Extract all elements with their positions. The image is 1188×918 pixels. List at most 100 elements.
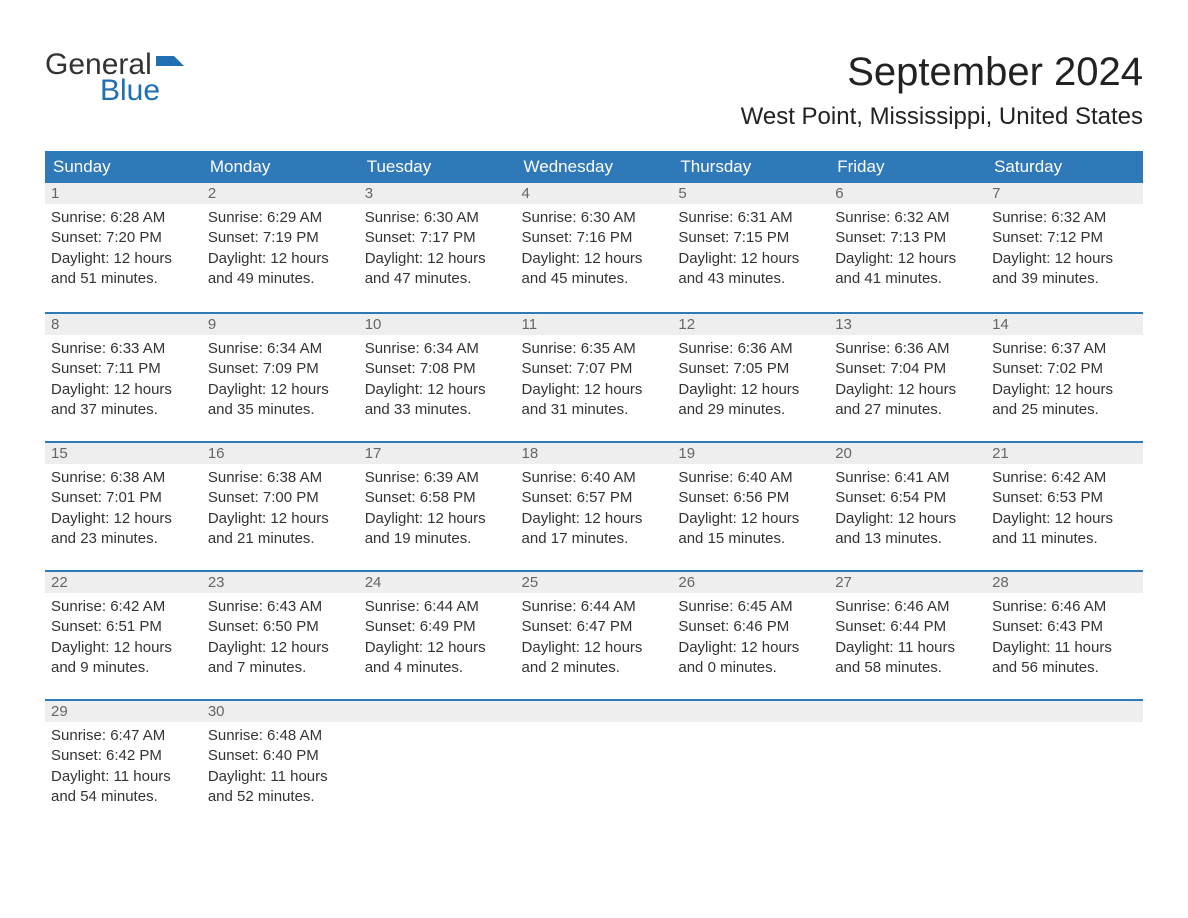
calendar-cell: 11Sunrise: 6:35 AMSunset: 7:07 PMDayligh… — [516, 312, 673, 441]
day-number: 23 — [202, 570, 359, 593]
sunrise-line: Sunrise: 6:37 AM — [992, 339, 1137, 359]
daylight-line-2: and 51 minutes. — [51, 269, 196, 289]
day-number: 8 — [45, 312, 202, 335]
sunset-line: Sunset: 6:40 PM — [208, 746, 353, 766]
sunset-line: Sunset: 7:05 PM — [678, 359, 823, 379]
day-details: Sunrise: 6:36 AMSunset: 7:05 PMDaylight:… — [672, 335, 829, 428]
sunrise-line: Sunrise: 6:30 AM — [522, 208, 667, 228]
daylight-line-1: Daylight: 12 hours — [208, 249, 353, 269]
day-details: Sunrise: 6:46 AMSunset: 6:44 PMDaylight:… — [829, 593, 986, 686]
calendar-cell: 22Sunrise: 6:42 AMSunset: 6:51 PMDayligh… — [45, 570, 202, 699]
day-number: 27 — [829, 570, 986, 593]
day-number: 22 — [45, 570, 202, 593]
daylight-line-1: Daylight: 11 hours — [51, 767, 196, 787]
daylight-line-1: Daylight: 12 hours — [51, 249, 196, 269]
sunset-line: Sunset: 6:54 PM — [835, 488, 980, 508]
day-number: 18 — [516, 441, 673, 464]
daylight-line-2: and 35 minutes. — [208, 400, 353, 420]
sunrise-line: Sunrise: 6:44 AM — [522, 597, 667, 617]
daylight-line-1: Daylight: 12 hours — [522, 509, 667, 529]
day-details: Sunrise: 6:38 AMSunset: 7:00 PMDaylight:… — [202, 464, 359, 557]
calendar-row: 15Sunrise: 6:38 AMSunset: 7:01 PMDayligh… — [45, 441, 1143, 570]
sunset-line: Sunset: 6:42 PM — [51, 746, 196, 766]
sunset-line: Sunset: 6:44 PM — [835, 617, 980, 637]
calendar-cell: 28Sunrise: 6:46 AMSunset: 6:43 PMDayligh… — [986, 570, 1143, 699]
calendar-header-cell: Monday — [202, 151, 359, 183]
daylight-line-1: Daylight: 12 hours — [365, 380, 510, 400]
empty-day-bar — [516, 699, 673, 722]
sunset-line: Sunset: 6:50 PM — [208, 617, 353, 637]
calendar-cell: 8Sunrise: 6:33 AMSunset: 7:11 PMDaylight… — [45, 312, 202, 441]
day-details: Sunrise: 6:31 AMSunset: 7:15 PMDaylight:… — [672, 204, 829, 297]
sunrise-line: Sunrise: 6:32 AM — [992, 208, 1137, 228]
sunset-line: Sunset: 6:43 PM — [992, 617, 1137, 637]
day-number: 3 — [359, 183, 516, 204]
day-number: 11 — [516, 312, 673, 335]
sunrise-line: Sunrise: 6:42 AM — [992, 468, 1137, 488]
calendar-cell: 23Sunrise: 6:43 AMSunset: 6:50 PMDayligh… — [202, 570, 359, 699]
day-number: 13 — [829, 312, 986, 335]
day-details: Sunrise: 6:44 AMSunset: 6:47 PMDaylight:… — [516, 593, 673, 686]
calendar-cell — [359, 699, 516, 828]
daylight-line-1: Daylight: 12 hours — [51, 380, 196, 400]
sunrise-line: Sunrise: 6:44 AM — [365, 597, 510, 617]
day-details: Sunrise: 6:48 AMSunset: 6:40 PMDaylight:… — [202, 722, 359, 815]
calendar-cell: 10Sunrise: 6:34 AMSunset: 7:08 PMDayligh… — [359, 312, 516, 441]
sunrise-line: Sunrise: 6:43 AM — [208, 597, 353, 617]
day-details: Sunrise: 6:37 AMSunset: 7:02 PMDaylight:… — [986, 335, 1143, 428]
day-details: Sunrise: 6:34 AMSunset: 7:09 PMDaylight:… — [202, 335, 359, 428]
day-details: Sunrise: 6:36 AMSunset: 7:04 PMDaylight:… — [829, 335, 986, 428]
day-details: Sunrise: 6:43 AMSunset: 6:50 PMDaylight:… — [202, 593, 359, 686]
sunrise-line: Sunrise: 6:46 AM — [835, 597, 980, 617]
daylight-line-2: and 23 minutes. — [51, 529, 196, 549]
day-number: 2 — [202, 183, 359, 204]
calendar-cell: 29Sunrise: 6:47 AMSunset: 6:42 PMDayligh… — [45, 699, 202, 828]
daylight-line-1: Daylight: 12 hours — [522, 638, 667, 658]
daylight-line-1: Daylight: 12 hours — [208, 638, 353, 658]
daylight-line-1: Daylight: 12 hours — [835, 249, 980, 269]
sunrise-line: Sunrise: 6:28 AM — [51, 208, 196, 228]
calendar-cell: 1Sunrise: 6:28 AMSunset: 7:20 PMDaylight… — [45, 183, 202, 312]
day-details: Sunrise: 6:47 AMSunset: 6:42 PMDaylight:… — [45, 722, 202, 815]
day-details: Sunrise: 6:41 AMSunset: 6:54 PMDaylight:… — [829, 464, 986, 557]
daylight-line-2: and 2 minutes. — [522, 658, 667, 678]
daylight-line-2: and 17 minutes. — [522, 529, 667, 549]
calendar-cell: 21Sunrise: 6:42 AMSunset: 6:53 PMDayligh… — [986, 441, 1143, 570]
calendar-cell: 5Sunrise: 6:31 AMSunset: 7:15 PMDaylight… — [672, 183, 829, 312]
daylight-line-1: Daylight: 12 hours — [522, 380, 667, 400]
daylight-line-2: and 4 minutes. — [365, 658, 510, 678]
sunset-line: Sunset: 6:56 PM — [678, 488, 823, 508]
empty-day-bar — [359, 699, 516, 722]
daylight-line-1: Daylight: 12 hours — [992, 509, 1137, 529]
sunset-line: Sunset: 7:16 PM — [522, 228, 667, 248]
sunrise-line: Sunrise: 6:48 AM — [208, 726, 353, 746]
sunset-line: Sunset: 6:51 PM — [51, 617, 196, 637]
day-number: 29 — [45, 699, 202, 722]
sunrise-line: Sunrise: 6:42 AM — [51, 597, 196, 617]
day-number: 5 — [672, 183, 829, 204]
day-number: 14 — [986, 312, 1143, 335]
day-number: 19 — [672, 441, 829, 464]
day-details: Sunrise: 6:44 AMSunset: 6:49 PMDaylight:… — [359, 593, 516, 686]
daylight-line-2: and 29 minutes. — [678, 400, 823, 420]
sunset-line: Sunset: 7:13 PM — [835, 228, 980, 248]
daylight-line-2: and 21 minutes. — [208, 529, 353, 549]
day-details: Sunrise: 6:32 AMSunset: 7:13 PMDaylight:… — [829, 204, 986, 297]
daylight-line-2: and 0 minutes. — [678, 658, 823, 678]
sunset-line: Sunset: 7:02 PM — [992, 359, 1137, 379]
day-number: 1 — [45, 183, 202, 204]
sunrise-line: Sunrise: 6:41 AM — [835, 468, 980, 488]
sunset-line: Sunset: 6:49 PM — [365, 617, 510, 637]
daylight-line-2: and 31 minutes. — [522, 400, 667, 420]
sunrise-line: Sunrise: 6:29 AM — [208, 208, 353, 228]
sunset-line: Sunset: 6:57 PM — [522, 488, 667, 508]
sunset-line: Sunset: 7:07 PM — [522, 359, 667, 379]
calendar-cell: 24Sunrise: 6:44 AMSunset: 6:49 PMDayligh… — [359, 570, 516, 699]
daylight-line-2: and 43 minutes. — [678, 269, 823, 289]
sunrise-line: Sunrise: 6:39 AM — [365, 468, 510, 488]
daylight-line-1: Daylight: 12 hours — [992, 249, 1137, 269]
daylight-line-2: and 37 minutes. — [51, 400, 196, 420]
daylight-line-2: and 7 minutes. — [208, 658, 353, 678]
day-number: 28 — [986, 570, 1143, 593]
sunrise-line: Sunrise: 6:36 AM — [678, 339, 823, 359]
